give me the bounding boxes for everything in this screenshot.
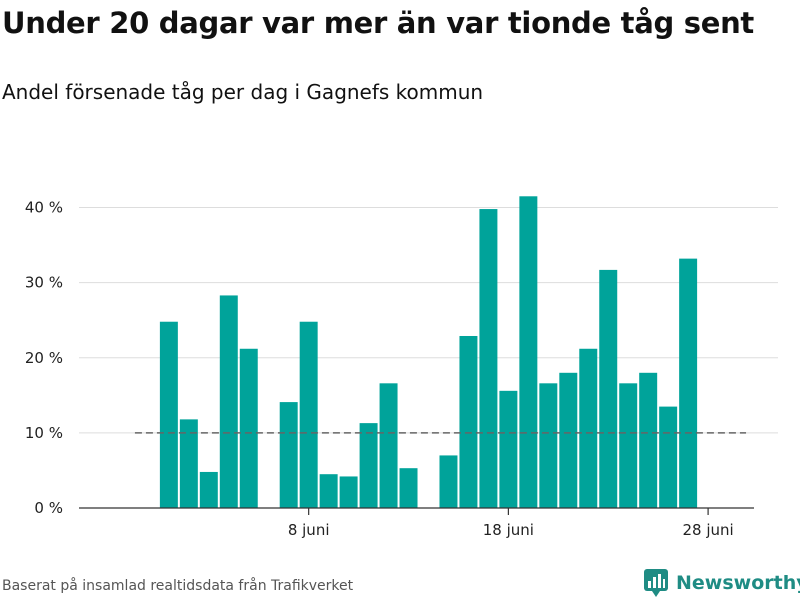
- bars: [159, 196, 698, 509]
- bar: [279, 402, 298, 508]
- y-tick-label: 20 %: [25, 349, 63, 367]
- bar: [559, 372, 578, 508]
- chart-subtitle: Andel försenade tåg per dag i Gagnefs ko…: [2, 80, 484, 104]
- chart-title: Under 20 dagar var mer än var tionde tåg…: [2, 6, 754, 40]
- y-tick-label: 40 %: [25, 199, 63, 217]
- gridlines: [79, 207, 778, 434]
- bar: [299, 321, 318, 508]
- bar: [619, 383, 638, 508]
- bar: [439, 455, 458, 508]
- bar: [499, 390, 518, 508]
- bar: [319, 474, 338, 508]
- source-note: Baserat på insamlad realtidsdata från Tr…: [2, 578, 354, 594]
- x-tick-label: 28 juni: [682, 521, 733, 539]
- bar: [639, 372, 658, 508]
- y-tick-label: 30 %: [25, 274, 63, 292]
- bar: [579, 348, 598, 508]
- bar: [479, 209, 498, 508]
- x-tick-label: 8 juni: [288, 521, 330, 539]
- bar: [659, 406, 678, 508]
- bar: [399, 468, 418, 508]
- bar: [679, 258, 698, 508]
- brand-logo-link[interactable]: Newsworthy: [644, 568, 800, 598]
- y-tick-label: 10 %: [25, 424, 63, 442]
- bar: [519, 196, 538, 509]
- bar: [199, 471, 218, 508]
- bar-chart-logo-icon: [644, 569, 668, 597]
- x-tick-label: 18 juni: [483, 521, 534, 539]
- bar: [599, 269, 618, 508]
- bar: [179, 419, 198, 508]
- bar: [339, 476, 358, 508]
- bar: [239, 348, 258, 508]
- y-tick-label: 0 %: [34, 499, 63, 517]
- bar: [159, 321, 178, 508]
- brand-name: Newsworthy: [676, 572, 800, 594]
- bar: [219, 295, 238, 508]
- bar: [379, 383, 398, 508]
- bar-chart: 0 % 10 % 20 % 30 % 40 % 8 juni 18 juni 28 juni: [25, 196, 778, 539]
- bar: [459, 335, 478, 508]
- bar: [359, 423, 378, 508]
- axes: 0 % 10 % 20 % 30 % 40 % 8 juni 18 juni 28 juni: [25, 199, 754, 539]
- bar: [539, 383, 558, 508]
